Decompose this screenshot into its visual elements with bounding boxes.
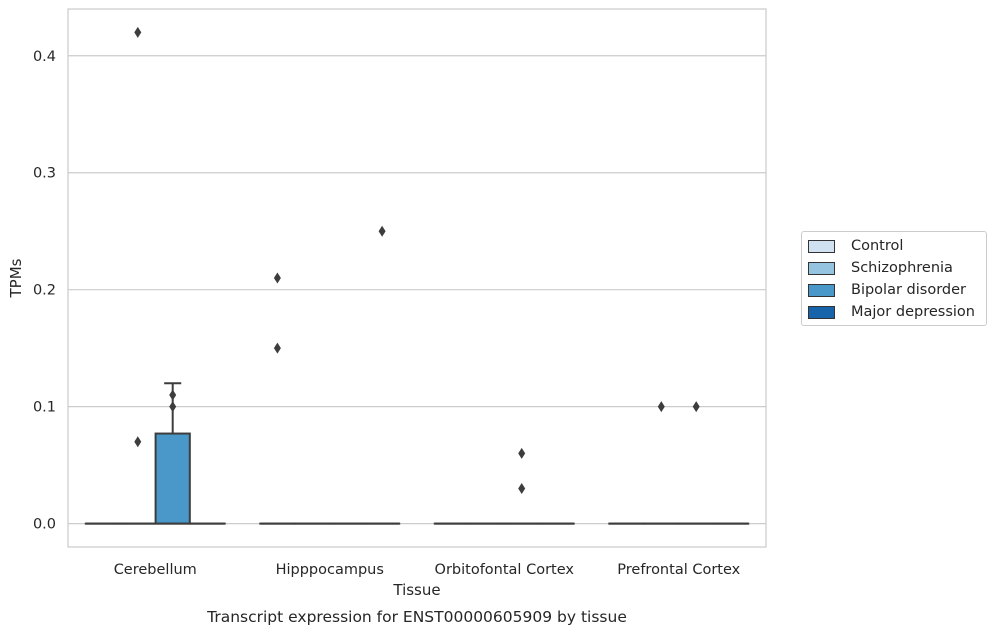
legend-label: Control — [851, 238, 904, 254]
x-tick-label: Prefrontal Cortex — [617, 562, 740, 578]
outlier-point — [169, 401, 177, 413]
legend-item-schizophrenia: Schizophrenia — [808, 258, 953, 278]
y-tick-labels: 0.0 0.1 0.2 0.3 0.4 — [33, 49, 56, 533]
x-tick-label: Cerebellum — [114, 562, 197, 578]
legend-label: Major depression — [851, 304, 975, 320]
outlier-point — [378, 225, 386, 237]
outlier-point — [273, 272, 281, 284]
legend-swatch-schizophrenia — [808, 261, 835, 275]
boxes — [84, 382, 750, 525]
y-tick-label: 0.4 — [33, 49, 56, 65]
x-tick-labels: Cerebellum Hipppocampus Orbitofontal Corte… — [114, 562, 741, 578]
outlier-point — [134, 436, 142, 448]
outlier-point — [273, 342, 281, 354]
y-tick-label: 0.1 — [33, 400, 56, 416]
y-tick-label: 0.2 — [33, 283, 56, 299]
outlier-point — [134, 26, 142, 38]
outlier-point — [518, 483, 526, 495]
outlier-point — [169, 389, 177, 401]
y-tick-label: 0.3 — [33, 166, 56, 182]
x-tick-label: Orbitofontal Cortex — [435, 562, 575, 578]
legend: Control Schizophrenia Bipolar disorder M… — [801, 231, 987, 326]
y-axis-label: TPMs — [7, 258, 25, 298]
box — [154, 432, 191, 525]
y-tick-label: 0.0 — [33, 517, 56, 533]
outlier-point — [657, 401, 665, 413]
chart-title: Transcript expression for ENST0000060590… — [206, 608, 627, 626]
x-axis-label: Tissue — [392, 581, 440, 599]
legend-item-major-depression: Major depression — [808, 302, 975, 322]
plot-area-frame — [67, 8, 767, 548]
outlier-point — [518, 447, 526, 459]
legend-swatch-bipolar-disorder — [808, 283, 835, 297]
legend-swatch-control — [808, 239, 835, 253]
outlier-point — [692, 401, 700, 413]
outlier-points — [134, 26, 700, 495]
legend-swatch-major-depression — [808, 305, 835, 319]
legend-item-control: Control — [808, 236, 903, 256]
legend-label: Bipolar disorder — [851, 282, 966, 298]
legend-label: Schizophrenia — [851, 260, 953, 276]
legend-item-bipolar-disorder: Bipolar disorder — [808, 280, 966, 300]
x-tick-label: Hipppocampus — [276, 562, 384, 578]
